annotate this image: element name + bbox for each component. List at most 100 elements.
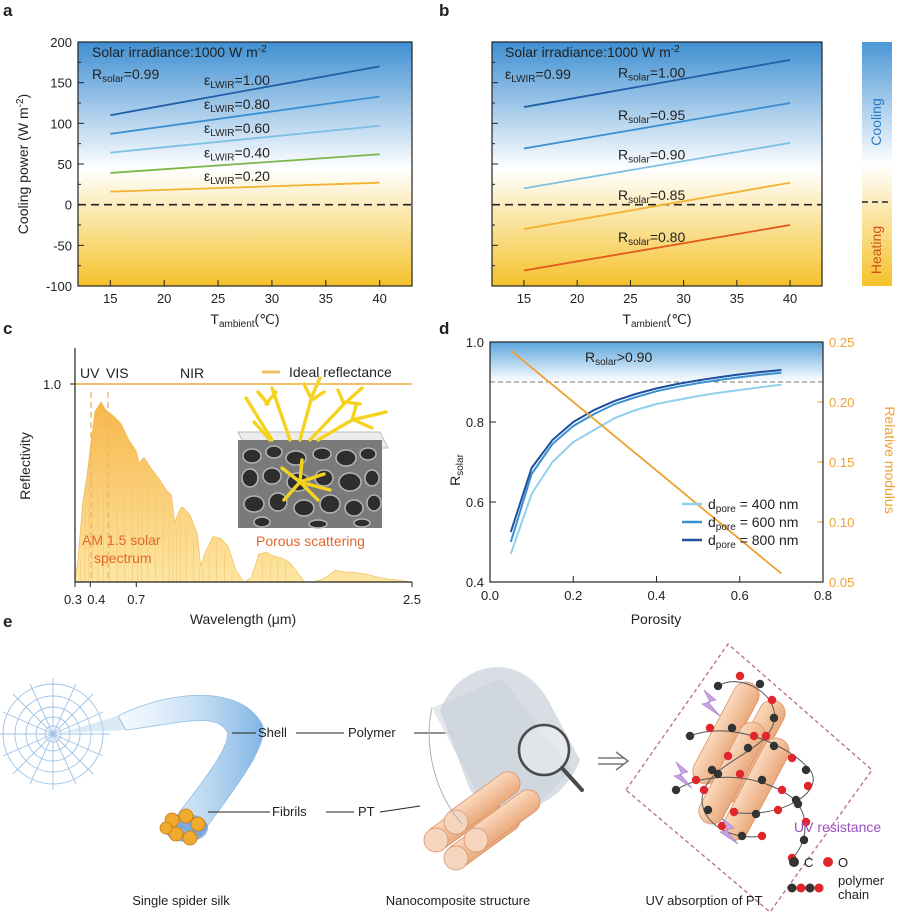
b-series-line [523, 102, 791, 150]
chart-c-region-uv: UV [80, 365, 100, 381]
polymer-bead [737, 831, 747, 841]
chart-d-xtick-label: 0.0 [481, 588, 499, 603]
chart-a: -100 -50 0 50 100 150 200 15 20 25 30 35 40 εLWIR=1… [15, 35, 413, 330]
chart-d-y2tick-label: 0.20 [829, 395, 854, 410]
uv-pt-rods [692, 681, 790, 841]
chart-a-y-ticks: -100 -50 0 50 100 150 200 [46, 35, 84, 294]
chart-d-y2tick-label: 0.10 [829, 515, 854, 530]
magnifier-handle [560, 766, 584, 792]
colorbar: Cooling Heating [862, 42, 892, 286]
a-series-label: εLWIR=1.00 [204, 72, 270, 91]
polymer-bead [717, 821, 727, 831]
chart-c-xtick-label: 0.4 [87, 592, 105, 607]
polymer-bead [699, 785, 709, 795]
label-shell: Shell [258, 725, 287, 740]
silk-thread [60, 716, 126, 733]
a-series-line [110, 153, 380, 174]
fibril-bundle [159, 808, 208, 846]
chart-c: 1.0 UV VIS NIR Ideal reflectance 0.3 0.4 0… [17, 348, 421, 627]
polymer-bead [705, 723, 715, 733]
a-series-line [110, 181, 380, 193]
a-ytick-label: 200 [50, 35, 72, 50]
colorbar-heating-label: Heating [868, 226, 884, 274]
a-xtick-label: 40 [372, 291, 386, 306]
chart-d-y2-ticks: 0.05 0.10 0.15 0.20 0.25 [817, 335, 854, 590]
b-series-label: Rsolar=0.85 [618, 187, 685, 206]
chart-c-ylabel: Reflectivity [17, 432, 33, 500]
magnifier-icon [517, 723, 571, 777]
inset-scattered-rays [244, 376, 388, 502]
chart-d-y2tick-label: 0.25 [829, 335, 854, 350]
polymer-bead [713, 769, 723, 779]
polymer-bead [801, 817, 811, 827]
polymer-bead [691, 775, 701, 785]
pt-rod-ends [423, 809, 489, 871]
colorbar-gradient [862, 42, 892, 286]
chart-d-threshold-region [490, 342, 823, 382]
chart-d-series-line [509, 369, 782, 533]
polymer-bead [735, 769, 745, 779]
caption-single-spider-silk: Single spider silk [132, 893, 230, 908]
polymer-bead [767, 695, 777, 705]
b-xtick-label: 25 [623, 291, 637, 306]
chart-a-xlabel: Tambient(℃) [210, 311, 279, 330]
b-series-label: Rsolar=1.00 [618, 64, 685, 83]
a-xtick-label: 20 [157, 291, 171, 306]
b-series-line [523, 224, 791, 272]
chart-d-modulus-line [510, 349, 782, 575]
panel-label-a: a [3, 1, 13, 20]
arrow-icon [598, 751, 630, 771]
a-series-label: εLWIR=0.60 [204, 120, 270, 139]
chart-a-annotation-rsolar: Rsolar=0.99 [92, 66, 159, 85]
chart-c-legend-label: Ideal reflectance [289, 364, 392, 380]
b-xtick-label: 15 [517, 291, 531, 306]
chart-b-annotation-elwir: εLWIR=0.99 [505, 66, 571, 85]
uv-absorption-diagram [625, 643, 873, 913]
a-xtick-label: 30 [265, 291, 279, 306]
chart-d-ytick-label: 0.8 [466, 415, 484, 430]
chart-d-y2label: Relative modulus [882, 406, 898, 513]
label-fibrils: Fibrils [272, 804, 307, 819]
polymer-bead [777, 785, 787, 795]
chart-c-xtick-label: 2.5 [403, 592, 421, 607]
chart-b-series: Rsolar=1.00 Rsolar=0.95 Rsolar=0.90 Rsolar=… [523, 59, 791, 272]
chart-c-ytick-label: 1.0 [43, 377, 61, 392]
chart-d-legend-label: dpore = 400 nm [708, 496, 798, 515]
a-xtick-label: 35 [319, 291, 333, 306]
label-oxygen: O [838, 855, 848, 870]
a-series-label: εLWIR=0.80 [204, 96, 270, 115]
chart-c-xlabel: Wavelength (μm) [190, 611, 296, 627]
b-series-label: Rsolar=0.80 [618, 229, 685, 248]
chart-d-series-line [509, 371, 782, 543]
chart-c-xtick-label: 0.7 [127, 592, 145, 607]
chart-b-frame [491, 41, 823, 287]
a-ytick-label: -100 [46, 279, 72, 294]
a-series-label: εLWIR=0.40 [204, 145, 270, 164]
polymer-bead [799, 835, 809, 845]
polymer-chains [671, 671, 814, 863]
polymer-bead [703, 805, 713, 815]
polymer-bead [727, 723, 737, 733]
a-ytick-label: 100 [50, 116, 72, 131]
chart-d-x-ticks: 0.0 0.2 0.4 0.6 0.8 [481, 576, 832, 603]
chart-d-frame [489, 341, 824, 583]
polymer-bead [743, 743, 753, 753]
pt-leader [379, 805, 421, 813]
polymer-bead [729, 807, 739, 817]
oxygen-atom-icon [823, 857, 833, 867]
chart-d-xtick-label: 0.2 [564, 588, 582, 603]
polymer-bead [713, 681, 723, 691]
a-ytick-label: 0 [65, 198, 72, 213]
chart-d-xlabel: Porosity [631, 611, 682, 627]
chart-d-xtick-label: 0.8 [814, 588, 832, 603]
polymer-bead [757, 831, 767, 841]
chart-b-x-ticks: 15 20 25 30 35 40 [517, 280, 797, 306]
a-series-line [110, 95, 380, 135]
chart-d-ytick-label: 0.4 [466, 575, 484, 590]
a-series-label: εLWIR=0.20 [204, 168, 270, 187]
a-xtick-label: 15 [103, 291, 117, 306]
polymer-bead [769, 741, 779, 751]
chart-d-ylabel: Rsolar [447, 453, 466, 485]
polymer-chain-icon [787, 883, 824, 893]
